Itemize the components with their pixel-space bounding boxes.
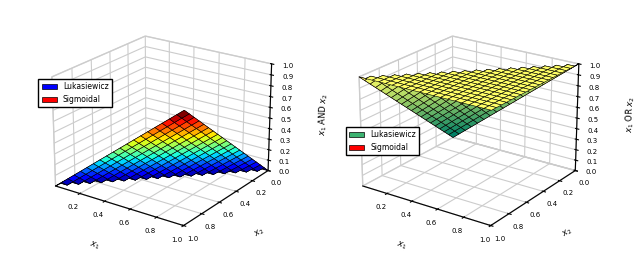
Y-axis label: $x_2$: $x_2$ — [253, 225, 267, 240]
Legend: Lukasiewicz, Sigmoidal: Lukasiewicz, Sigmoidal — [38, 79, 112, 107]
X-axis label: $x_1$: $x_1$ — [88, 239, 100, 252]
Legend: Lukasiewicz, Sigmoidal: Lukasiewicz, Sigmoidal — [346, 127, 419, 155]
Y-axis label: $x_2$: $x_2$ — [560, 225, 574, 240]
X-axis label: $x_1$: $x_1$ — [395, 239, 408, 252]
